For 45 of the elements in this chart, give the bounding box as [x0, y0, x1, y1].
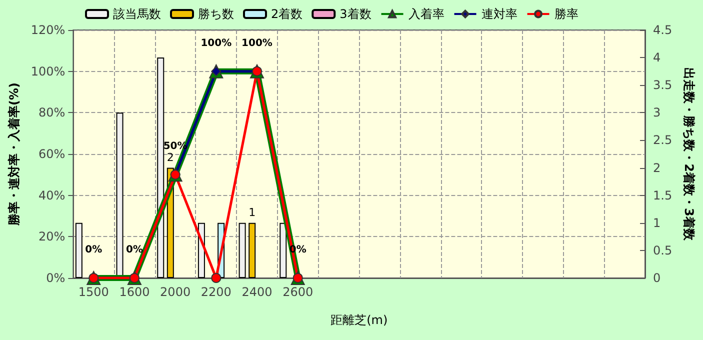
- data-label: 0%: [85, 244, 102, 256]
- y-tick-label: 100%: [30, 64, 66, 78]
- data-label: 1: [248, 206, 256, 219]
- data-label: 100%: [200, 38, 232, 49]
- x-tick-label: 1600: [119, 285, 150, 299]
- y-tick-label: 80%: [38, 106, 66, 120]
- legend-label: 勝ち数: [198, 7, 234, 21]
- y-tick-label: 0%: [46, 271, 66, 285]
- x-tick-label: 1500: [78, 285, 109, 299]
- bar: [157, 58, 164, 278]
- data-label: 0%: [126, 244, 143, 256]
- y2-tick-label: 3: [653, 106, 661, 120]
- x-tick-label: 2000: [160, 285, 191, 299]
- y2-tick-label: 2: [653, 160, 661, 175]
- y2-tick-label: 0.5: [653, 243, 672, 258]
- point: [211, 273, 222, 283]
- bar: [280, 222, 287, 278]
- legend-label: 2着数: [271, 7, 303, 21]
- legend-label: 該当馬数: [113, 7, 161, 21]
- x-tick-label: 2200: [200, 285, 232, 299]
- y2-tick-label: 2.5: [653, 133, 672, 148]
- y2-tick-label: 4.5: [653, 23, 672, 37]
- legend-label: 連対率: [481, 7, 518, 21]
- legend-label: 入着率: [408, 7, 444, 21]
- legend-label: 勝率: [554, 7, 578, 21]
- y2-tick-label: 4: [653, 50, 661, 65]
- y2-tick-label: 1: [653, 216, 661, 230]
- legend-label: 3着数: [340, 7, 372, 21]
- y-axis-title: 勝率・連対率・入着率(%): [7, 82, 21, 226]
- y2-tick-label: 3.5: [653, 78, 672, 92]
- y-tick-label: 60%: [38, 147, 66, 161]
- data-label: 100%: [242, 38, 272, 49]
- bar: [75, 222, 82, 278]
- y-tick-label: 120%: [30, 23, 66, 37]
- data-label: 2: [166, 150, 174, 164]
- x-tick-label: 2600: [282, 285, 314, 299]
- y-tick-label: 20%: [38, 230, 66, 244]
- y2-axis-title: 出走数・勝ち数・2着数・3着数: [682, 68, 696, 242]
- x-axis-title: 距離芝(m): [330, 313, 388, 327]
- y2-tick-label: 1.5: [653, 188, 672, 202]
- y-tick-label: 40%: [38, 188, 66, 202]
- y2-tick-label: 0: [653, 271, 661, 285]
- bar: [238, 222, 246, 278]
- bar: [248, 222, 256, 278]
- x-tick-label: 2400: [242, 285, 272, 299]
